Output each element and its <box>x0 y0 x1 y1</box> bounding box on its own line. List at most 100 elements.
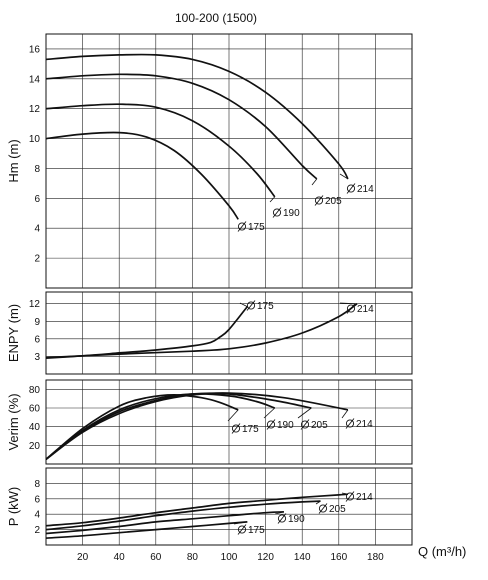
power-curve-205 <box>45 500 321 531</box>
npsh-panel: 3 6 9 12 ENPY (m) 175 214 <box>6 291 413 375</box>
npsh-series-label-214: 214 <box>357 304 374 315</box>
x-tick-label: 180 <box>367 552 384 563</box>
head-curve-190 <box>45 103 276 198</box>
diameter-slash-icon <box>346 303 356 314</box>
diameter-slash-icon <box>237 221 247 232</box>
head-curve-214 <box>45 53 349 180</box>
diameter-slash-icon <box>277 513 287 524</box>
head-y-tick-label: 16 <box>29 44 41 55</box>
power-y-tick-label: 4 <box>34 510 40 521</box>
power-y-tick-label: 2 <box>34 525 40 536</box>
npsh-y-tick-label: 6 <box>34 334 40 345</box>
diameter-symbol-icon <box>237 222 247 231</box>
npsh-y-tick-label: 3 <box>34 352 40 363</box>
efficiency-y-tick-label: 60 <box>29 404 41 415</box>
efficiency-label-leader-214 <box>341 409 349 419</box>
efficiency-y-tick-label: 20 <box>29 441 41 452</box>
diameter-symbol-icon <box>266 420 276 429</box>
diameter-symbol-icon <box>346 304 356 313</box>
head-y-tick-label: 14 <box>29 74 41 85</box>
head-label-leader-214 <box>339 173 349 180</box>
efficiency-series-label-190: 190 <box>277 420 294 431</box>
head-y-tick-label: 4 <box>34 224 40 235</box>
efficiency-y-tick-label: 40 <box>29 422 41 433</box>
diameter-slash-icon <box>246 300 256 311</box>
power-curve-190 <box>45 511 284 535</box>
diameter-symbol-icon <box>231 424 241 433</box>
power-series-label-214: 214 <box>356 492 373 503</box>
efficiency-label-leader-190 <box>263 407 276 419</box>
power-label-leader-175 <box>233 521 248 525</box>
diameter-symbol-icon <box>318 504 328 513</box>
power-y-tick-label: 6 <box>34 494 40 505</box>
head-y-tick-label: 2 <box>34 254 40 265</box>
head-y-tick-label: 12 <box>29 104 41 115</box>
head-curve-175 <box>45 131 239 220</box>
head-panel: 2 4 6 8 10 12 14 16 Hm (m) 175 190 205 214 <box>6 33 413 289</box>
diameter-slash-icon <box>314 195 324 206</box>
chart-panels: 2 4 6 8 10 12 14 16 Hm (m) 175 190 205 214 3 6 9 12 ENPY … <box>6 33 413 563</box>
diameter-symbol-icon <box>246 301 256 310</box>
power-curve-175 <box>45 521 248 539</box>
diameter-slash-icon <box>300 419 310 430</box>
head-series-label-175: 175 <box>248 222 265 233</box>
efficiency-label-leader-175 <box>227 409 239 422</box>
head-y-tick-label: 10 <box>29 134 41 145</box>
npsh-curve-214 <box>45 303 358 359</box>
x-tick-label: 160 <box>330 552 347 563</box>
head-label-leader-190 <box>269 196 276 203</box>
efficiency-series-label-205: 205 <box>311 420 328 431</box>
diameter-slash-icon <box>237 524 247 535</box>
chart-title: 100-200 (1500) <box>175 11 257 25</box>
diameter-slash-icon <box>345 491 355 502</box>
power-series-label-175: 175 <box>248 525 265 536</box>
x-tick-label: 140 <box>294 552 311 563</box>
power-series-label-190: 190 <box>288 514 305 525</box>
efficiency-series-label-175: 175 <box>242 424 259 435</box>
efficiency-curve-175 <box>45 394 239 460</box>
power-panel: 2 4 6 8 20 40 60 80 100 120 140 160 180 P (kW) 175 190 2… <box>6 467 413 563</box>
head-y-tick-label: 6 <box>34 194 40 205</box>
diameter-symbol-icon <box>237 525 247 534</box>
diameter-symbol-icon <box>314 196 324 205</box>
npsh-y-tick-label: 12 <box>29 299 41 310</box>
npsh-series-label-175: 175 <box>257 301 274 312</box>
npsh-y-axis-label: ENPY (m) <box>6 304 21 362</box>
x-axis-label: Q (m³/h) <box>418 544 466 559</box>
x-tick-label: 20 <box>77 552 89 563</box>
efficiency-label-leader-205 <box>297 407 312 419</box>
npsh-label-leader-175 <box>239 302 248 308</box>
npsh-y-tick-label: 9 <box>34 317 40 328</box>
diameter-slash-icon <box>231 423 241 434</box>
head-y-axis-label: Hm (m) <box>6 139 21 182</box>
diameter-slash-icon <box>272 207 282 218</box>
x-tick-label: 80 <box>187 552 199 563</box>
head-label-leader-205 <box>311 178 318 186</box>
efficiency-y-tick-label: 80 <box>29 385 41 396</box>
diameter-symbol-icon <box>272 208 282 217</box>
efficiency-series-label-214: 214 <box>356 419 373 430</box>
power-label-leader-190 <box>274 511 284 515</box>
x-tick-label: 40 <box>114 552 126 563</box>
diameter-slash-icon <box>318 503 328 514</box>
x-tick-label: 60 <box>150 552 162 563</box>
head-y-tick-label: 8 <box>34 164 40 175</box>
head-curve-205 <box>45 73 318 180</box>
diameter-symbol-icon <box>300 420 310 429</box>
power-label-leader-205 <box>315 500 321 505</box>
diameter-symbol-icon <box>345 419 355 428</box>
efficiency-panel: 20 40 60 80 Verim (%) 175 190 205 214 <box>6 379 413 465</box>
x-tick-label: 100 <box>221 552 238 563</box>
head-label-leader-175 <box>235 214 239 220</box>
diameter-symbol-icon <box>277 514 287 523</box>
x-tick-label: 120 <box>257 552 274 563</box>
npsh-label-leader-214 <box>339 302 358 305</box>
diameter-slash-icon <box>346 183 356 194</box>
diameter-slash-icon <box>345 418 355 429</box>
efficiency-y-axis-label: Verim (%) <box>6 393 21 450</box>
efficiency-curve-214 <box>45 392 349 460</box>
head-series-label-190: 190 <box>283 208 300 219</box>
head-series-label-205: 205 <box>325 196 342 207</box>
power-curve-214 <box>45 493 348 527</box>
